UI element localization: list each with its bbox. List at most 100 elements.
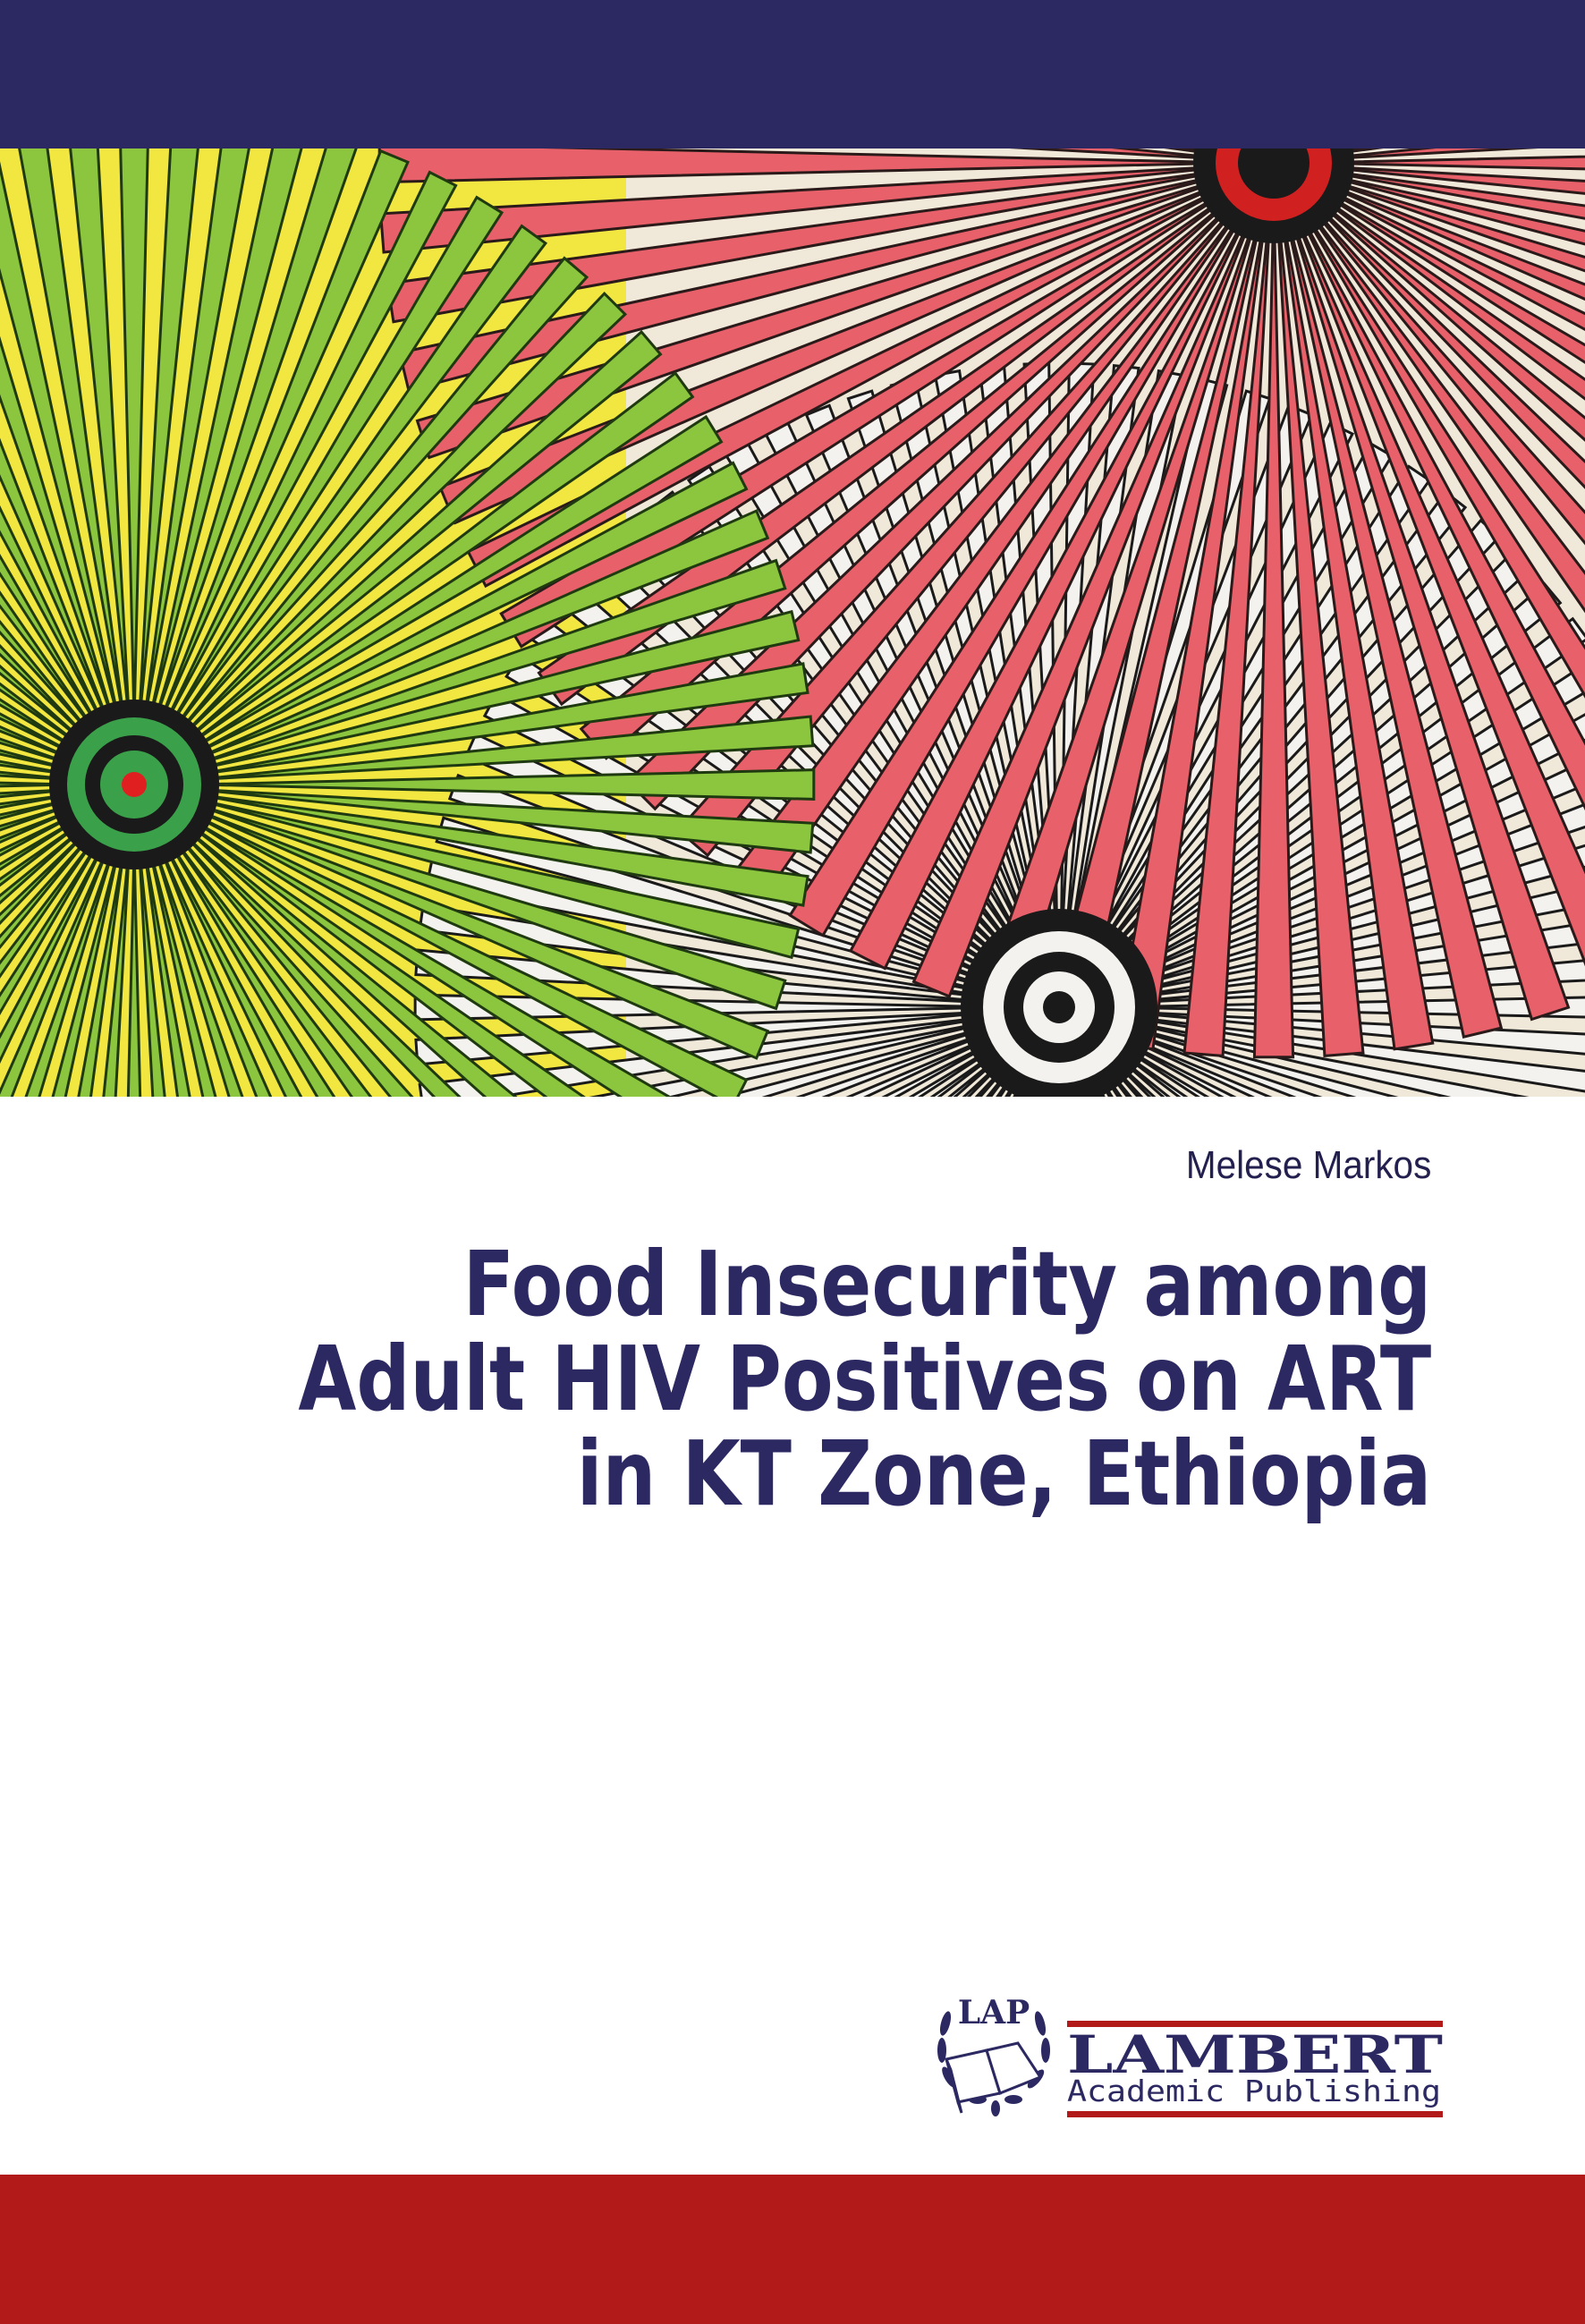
- sunburst-ray: [1283, 196, 1571, 1022]
- sunburst-ray: [1309, 155, 1585, 171]
- sunburst-ray: [0, 836, 103, 1016]
- sunburst-ray: [0, 161, 122, 725]
- sunburst-ray: [0, 682, 85, 750]
- sunburst-ray: [147, 844, 217, 1097]
- sunburst-ray: [195, 662, 809, 776]
- sunburst-ray: [0, 824, 88, 905]
- sunburst-ray: [1182, 198, 1273, 1057]
- sunburst-ray: [1291, 192, 1585, 699]
- sunburst-ray: [0, 816, 82, 871]
- sunburst-ray: [0, 505, 107, 730]
- sunburst-ray: [0, 819, 85, 887]
- sunburst-ray: [195, 793, 809, 907]
- sunburst-ray: [69, 148, 131, 723]
- sunburst-ray: [848, 193, 1259, 971]
- sunburst-ray: [183, 819, 586, 1097]
- sunburst-ray: [147, 148, 303, 725]
- sunburst-ray: [418, 1013, 1006, 1097]
- sunburst-ray: [193, 558, 787, 767]
- sunburst-ray: [24, 844, 116, 1097]
- title-line: Adult HIV Positives on ART: [298, 1327, 1431, 1431]
- sunburst-ray: [126, 846, 142, 1097]
- sunburst-ray: [157, 148, 410, 727]
- logo-rule-top: [1067, 2021, 1443, 2027]
- bottom-color-band: [0, 2175, 1585, 2324]
- publisher-subtitle: Academic Publishing: [1067, 2074, 1441, 2108]
- sunburst-ray: [0, 335, 116, 725]
- sunburst-ray: [1275, 198, 1365, 1057]
- sunburst-ray: [181, 824, 518, 1097]
- sunburst-ray: [0, 831, 95, 950]
- publisher-logo: LAP LAMBERT Academic Publishing: [933, 1988, 1452, 2117]
- sunburst-ray: [795, 1024, 1010, 1097]
- sunburst-ray: [191, 807, 770, 1060]
- publisher-name: LAMBERT: [1067, 2024, 1443, 2085]
- sunburst-ray: [1108, 1024, 1323, 1097]
- top-color-band: [0, 0, 1585, 148]
- sunburst-ray: [0, 664, 88, 745]
- sunburst-ray: [194, 609, 801, 772]
- sunburst-ray: [0, 590, 99, 735]
- sunburst-ray: [169, 224, 548, 735]
- sunburst-ray: [0, 437, 112, 727]
- sunburst-ray: [183, 370, 695, 750]
- sunburst-ray: [142, 845, 191, 1097]
- sunburst-ray: [51, 844, 122, 1097]
- sunburst-ray: [0, 842, 112, 1097]
- sunburst-ray: [1300, 184, 1585, 442]
- sunburst-ray: [102, 846, 131, 1097]
- sunburst-ray: [379, 164, 1239, 254]
- sunburst-ray: [77, 845, 126, 1097]
- sunburst-ray: [193, 802, 787, 1011]
- sunburst-ray: [1293, 191, 1585, 614]
- open-book-icon: [945, 2041, 1043, 2114]
- sunburst-ray: [189, 461, 749, 758]
- sunburst-ray: [169, 834, 373, 1097]
- sunburst-ray: [196, 787, 815, 854]
- sunburst-ray: [1252, 198, 1295, 1059]
- sunburst-ray: [196, 715, 815, 782]
- logo-mark-text: LAP: [958, 1994, 1030, 2031]
- cover-artwork: [0, 148, 1585, 1097]
- sunburst-ray: [189, 811, 749, 1097]
- sunburst-ray: [137, 148, 199, 723]
- author-name: Melese Markos: [1185, 1143, 1431, 1187]
- sunburst-ray: [181, 329, 663, 745]
- sunburst-ray: [174, 256, 589, 738]
- sunburst-ray: [1303, 180, 1585, 364]
- title-line: Food Insecurity among: [462, 1232, 1431, 1336]
- sunburst-center: [122, 772, 147, 797]
- sunburst-ray: [196, 768, 816, 801]
- sunburst-ray: [174, 831, 414, 1097]
- sunburst-ray: [152, 844, 244, 1097]
- title-line: in KT Zone, Ethiopia: [576, 1421, 1431, 1526]
- sunburst-ray: [0, 781, 72, 788]
- sunburst-center: [1043, 991, 1075, 1023]
- sunburst-ray: [177, 827, 462, 1097]
- sunburst-ray: [719, 1021, 1008, 1097]
- sunburst-center: [1238, 148, 1310, 199]
- sunburst-ray: [788, 192, 1257, 937]
- sunburst-ray: [194, 797, 801, 960]
- sunburst-ray: [18, 148, 126, 724]
- sunburst-ray: [911, 195, 1262, 998]
- sunburst-ray: [1288, 193, 1585, 811]
- sunburst-ray: [397, 169, 1240, 393]
- sunburst-ray: [804, 403, 1040, 958]
- sunburst-ray: [137, 846, 166, 1097]
- sunburst-ray: [1277, 198, 1435, 1051]
- sunburst-ray: [186, 816, 672, 1097]
- sunburst-ray: [161, 170, 458, 730]
- sunburst-ray: [1306, 174, 1585, 301]
- sunburst-ray: [1309, 148, 1538, 162]
- sunburst-ray: [1285, 195, 1585, 967]
- sunburst-ray: [119, 148, 149, 723]
- sunburst-ray: [1309, 166, 1585, 220]
- sunburst-ray: [0, 619, 95, 738]
- sunburst-ray: [0, 643, 91, 742]
- sunburst-ray: [0, 827, 91, 926]
- sunburst-ray: [161, 839, 303, 1097]
- sunburst-ray: [142, 148, 250, 724]
- sunburst-ray: [1309, 164, 1585, 195]
- sunburst-ray: [676, 189, 1252, 858]
